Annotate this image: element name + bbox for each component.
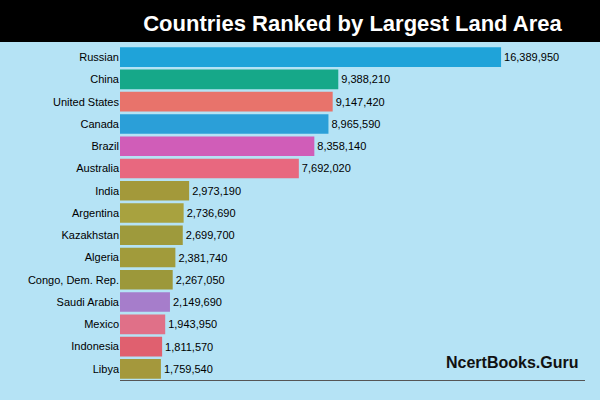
svg-text:Countries Ranked by Largest La: Countries Ranked by Largest Land Area — [143, 11, 562, 36]
svg-text:8,358,140: 8,358,140 — [317, 140, 366, 152]
svg-text:1,943,950: 1,943,950 — [168, 318, 217, 330]
svg-text:Russian: Russian — [79, 51, 119, 63]
svg-text:NcertBooks.Guru: NcertBooks.Guru — [446, 354, 578, 371]
svg-text:2,973,190: 2,973,190 — [192, 185, 241, 197]
svg-text:Congo, Dem. Rep.: Congo, Dem. Rep. — [28, 274, 119, 286]
svg-text:Saudi Arabia: Saudi Arabia — [57, 296, 120, 308]
svg-text:2,149,690: 2,149,690 — [173, 296, 222, 308]
svg-text:9,147,420: 9,147,420 — [336, 96, 385, 108]
svg-text:9,388,210: 9,388,210 — [341, 73, 390, 85]
svg-text:Algeria: Algeria — [85, 251, 120, 263]
svg-text:1,759,540: 1,759,540 — [164, 363, 213, 375]
svg-text:2,699,700: 2,699,700 — [186, 229, 235, 241]
svg-text:1,811,570: 1,811,570 — [165, 341, 213, 353]
svg-text:Argentina: Argentina — [72, 207, 120, 219]
svg-text:2,267,050: 2,267,050 — [176, 274, 225, 286]
svg-text:Kazakhstan: Kazakhstan — [62, 229, 119, 241]
svg-text:Libya: Libya — [93, 363, 120, 375]
svg-text:2,736,690: 2,736,690 — [187, 207, 236, 219]
svg-text:India: India — [95, 185, 120, 197]
svg-text:16,389,950: 16,389,950 — [504, 51, 559, 63]
svg-text:8,965,590: 8,965,590 — [331, 118, 380, 130]
svg-text:United States: United States — [53, 96, 120, 108]
svg-text:Mexico: Mexico — [84, 318, 119, 330]
svg-text:Indonesia: Indonesia — [71, 340, 120, 352]
svg-text:Australia: Australia — [76, 162, 120, 174]
svg-text:Brazil: Brazil — [91, 140, 119, 152]
svg-text:2,381,740: 2,381,740 — [178, 252, 227, 264]
svg-text:Canada: Canada — [80, 118, 119, 130]
svg-text:China: China — [90, 73, 120, 85]
svg-text:7,692,020: 7,692,020 — [302, 162, 351, 174]
